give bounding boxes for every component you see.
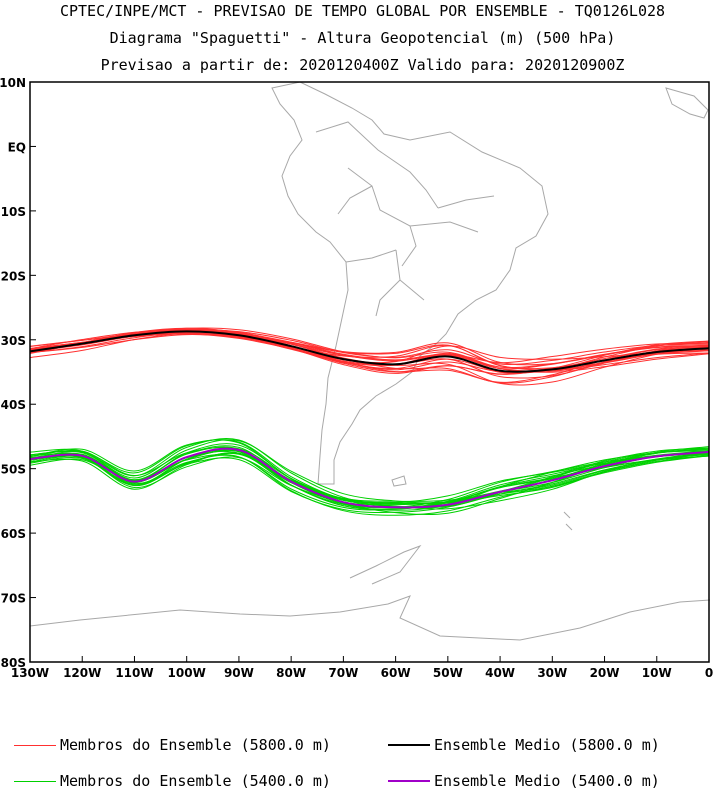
x-tick-label: 20W xyxy=(590,666,620,680)
y-tick-label: 20S xyxy=(1,269,26,283)
member-line-5400-17 xyxy=(29,445,710,511)
mean-line-5400 xyxy=(29,447,710,509)
south-georgia xyxy=(563,511,573,531)
x-tick-label: 80W xyxy=(276,666,306,680)
legend-item-mean-5400: Ensemble Medio (5400.0 m) xyxy=(388,772,660,790)
y-tick-label: 60S xyxy=(1,527,26,541)
legend-item-members-5800: Membros do Ensemble (5800.0 m) xyxy=(14,736,331,754)
member-line-5800-17 xyxy=(29,328,710,373)
ensemble-means xyxy=(29,330,710,509)
y-tick-label: EQ xyxy=(8,140,26,154)
y-tick-label: 40S xyxy=(1,398,26,412)
x-tick-label: 30W xyxy=(537,666,567,680)
x-tick-label: 40W xyxy=(485,666,515,680)
ensemble-members xyxy=(29,327,710,516)
legend-label-members-5400: Membros do Ensemble (5400.0 m) xyxy=(60,772,331,790)
x-tick-label: 0 xyxy=(705,666,713,680)
legend-swatch-members-5400 xyxy=(14,780,56,782)
member-line-5800-13 xyxy=(29,329,710,374)
falkland-islands xyxy=(391,475,407,487)
y-tick-label: 30S xyxy=(1,334,26,348)
basemap-coastlines xyxy=(29,81,711,641)
legend-label-mean-5800: Ensemble Medio (5800.0 m) xyxy=(434,736,660,754)
member-line-5400-20 xyxy=(29,439,710,504)
x-tick-label: 60W xyxy=(381,666,411,680)
legend-swatch-members-5800 xyxy=(14,744,56,746)
country-borders xyxy=(315,121,495,317)
legend-label-members-5800: Membros do Ensemble (5800.0 m) xyxy=(60,736,331,754)
y-axis-ticks: 10N EQ 10S 20S 30S 40S 50S 60S 70S 80S xyxy=(0,76,36,670)
member-line-5400-9 xyxy=(29,452,710,514)
member-line-5400-10 xyxy=(29,450,710,509)
x-tick-label: 10W xyxy=(642,666,672,680)
y-tick-label: 10N xyxy=(0,76,26,90)
x-tick-label: 120W xyxy=(63,666,101,680)
plot-frame xyxy=(29,81,710,663)
legend-item-mean-5800: Ensemble Medio (5800.0 m) xyxy=(388,736,660,754)
antarctica-outline xyxy=(29,544,711,641)
member-line-5400-8 xyxy=(29,439,710,508)
chart-title-line-3: Previsao a partir de: 2020120400Z Valido… xyxy=(100,56,625,74)
chart-title-line-2: Diagrama "Spaguetti" - Altura Geopotenci… xyxy=(109,29,616,47)
x-tick-label: 90W xyxy=(224,666,254,680)
legend-swatch-mean-5800 xyxy=(388,744,430,746)
legend-item-members-5400: Membros do Ensemble (5400.0 m) xyxy=(14,772,331,790)
x-tick-label: 100W xyxy=(168,666,206,680)
chart-title-line-1: CPTEC/INPE/MCT - PREVISAO DE TEMPO GLOBA… xyxy=(59,2,666,20)
legend-swatch-mean-5400 xyxy=(388,780,430,782)
member-line-5400-5 xyxy=(29,447,710,510)
x-tick-label: 130W xyxy=(11,666,49,680)
south-america-outline xyxy=(271,81,549,485)
x-tick-label: 110W xyxy=(115,666,153,680)
y-tick-label: 70S xyxy=(1,592,26,606)
member-line-5400-16 xyxy=(29,454,710,511)
y-tick-label: 10S xyxy=(1,205,26,219)
x-axis-ticks: 130W 120W 110W 100W 90W 80W 70W 60W 50W 40W 30W 20W… xyxy=(11,656,713,680)
africa-edge xyxy=(665,87,709,119)
legend-label-mean-5400: Ensemble Medio (5400.0 m) xyxy=(434,772,660,790)
y-tick-label: 50S xyxy=(1,463,26,477)
y-tick-label: 80S xyxy=(1,656,26,670)
mean-line-5800 xyxy=(29,330,710,373)
member-line-5400-19 xyxy=(29,452,710,510)
x-tick-label: 50W xyxy=(433,666,463,680)
x-tick-label: 70W xyxy=(328,666,358,680)
member-line-5400-13 xyxy=(29,439,710,504)
